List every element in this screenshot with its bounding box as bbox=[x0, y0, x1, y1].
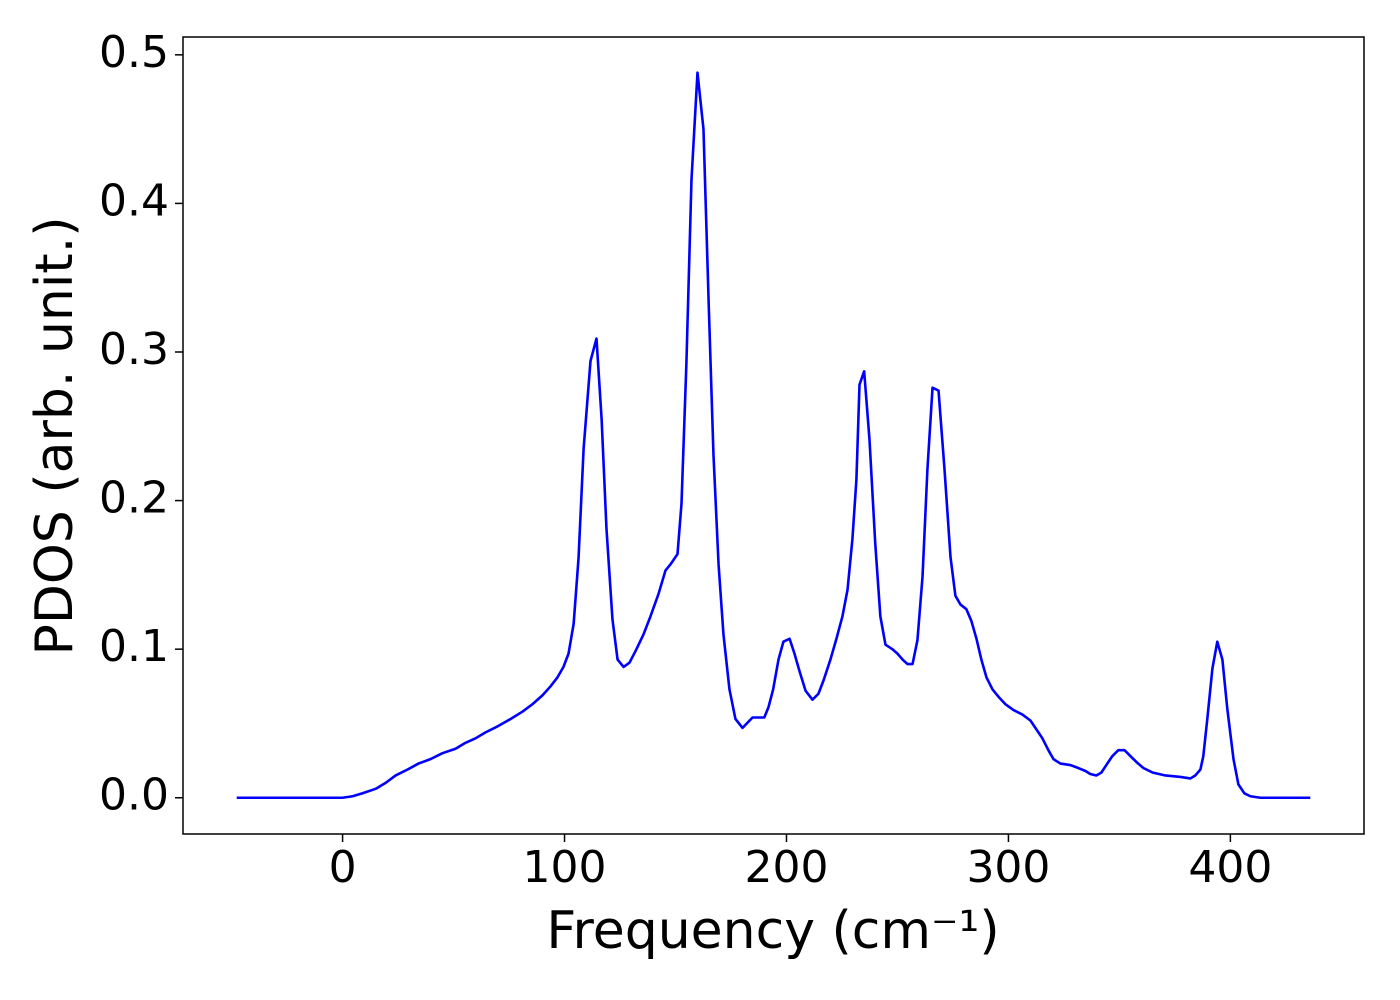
y-tick-label: 0.3 bbox=[99, 324, 169, 375]
line-series bbox=[236, 71, 1311, 800]
x-tick-label: 200 bbox=[744, 842, 828, 893]
y-axis-label: PDOS (arb. unit.) bbox=[25, 216, 85, 655]
x-axis-label: Frequency (cm⁻¹) bbox=[546, 901, 999, 961]
plot-frame bbox=[182, 36, 1365, 835]
x-tick-label: 100 bbox=[523, 842, 607, 893]
y-tick-label: 0.1 bbox=[99, 621, 169, 672]
x-tick-label: 300 bbox=[966, 842, 1050, 893]
x-tick-label: 400 bbox=[1188, 842, 1272, 893]
y-tick-label: 0.5 bbox=[99, 27, 169, 78]
y-tick-label: 0.4 bbox=[99, 175, 169, 226]
y-tick-label: 0.0 bbox=[99, 770, 169, 821]
y-tick-label: 0.2 bbox=[99, 473, 169, 524]
x-tick-label: 0 bbox=[329, 842, 357, 893]
